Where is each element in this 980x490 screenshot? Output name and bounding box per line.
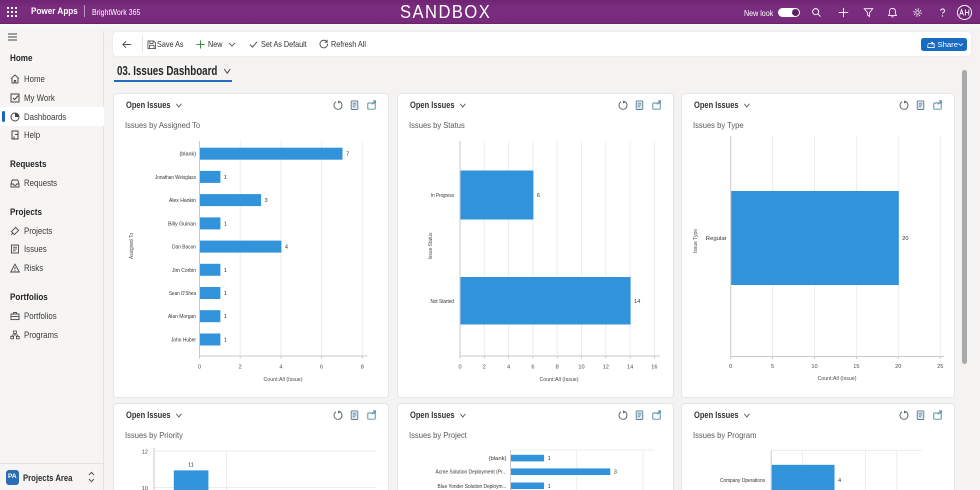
svg-text:0: 0 [458,365,461,371]
svg-text:20: 20 [902,236,908,242]
svg-text:Issue Status: Issue Status [428,232,434,259]
svg-text:In Progress: In Progress [431,193,454,199]
svg-text:10: 10 [811,364,817,370]
svg-text:6: 6 [531,365,534,371]
svg-text:1: 1 [548,456,551,462]
svg-text:(blank): (blank) [180,152,197,158]
svg-text:6: 6 [320,365,323,371]
svg-text:Regular: Regular [706,236,727,242]
svg-text:Acme Solution Deployment (Pr..: Acme Solution Deployment (Pr... [436,470,507,476]
svg-text:25: 25 [937,364,943,370]
svg-text:8: 8 [361,365,364,371]
svg-text:Alex Hankin: Alex Hankin [169,198,196,204]
svg-text:1: 1 [224,221,227,227]
svg-text:Assigned To: Assigned To [129,233,135,259]
svg-text:4: 4 [285,245,288,251]
svg-text:Dan Bacon: Dan Bacon [172,245,196,251]
svg-text:15: 15 [853,364,859,370]
svg-text:Jim Corbin: Jim Corbin [172,268,196,274]
svg-text:8: 8 [556,365,559,371]
svg-text:Blue Yonder Solution Deploym..: Blue Yonder Solution Deploym... [438,484,507,490]
svg-text:5: 5 [771,364,774,370]
svg-text:Count:All (Issue): Count:All (Issue) [264,377,303,383]
svg-text:3: 3 [614,470,617,476]
svg-text:(blank): (blank) [489,456,507,462]
svg-text:14: 14 [634,299,640,305]
svg-text:1: 1 [224,291,227,297]
svg-text:John Huber: John Huber [171,337,196,343]
svg-text:4: 4 [838,478,841,484]
svg-text:0: 0 [729,364,732,370]
svg-text:0: 0 [198,365,201,371]
svg-text:6: 6 [537,193,540,199]
svg-text:Company Operations: Company Operations [720,478,765,484]
svg-text:2: 2 [483,365,486,371]
svg-text:12: 12 [142,450,148,456]
svg-text:4: 4 [507,365,510,371]
svg-text:7: 7 [346,152,349,158]
svg-text:Jonathan Weisglass: Jonathan Weisglass [155,175,196,181]
svg-text:1: 1 [224,175,227,181]
svg-text:10: 10 [142,486,148,490]
svg-text:Alan Morgan: Alan Morgan [168,314,196,320]
svg-text:12: 12 [603,365,609,371]
svg-text:14: 14 [627,365,633,371]
svg-text:10: 10 [578,365,584,371]
svg-text:Count:All (Issue): Count:All (Issue) [818,376,857,382]
svg-text:Count:All (Issue): Count:All (Issue) [540,377,579,383]
svg-text:16: 16 [651,365,657,371]
svg-text:1: 1 [224,337,227,343]
svg-text:1: 1 [548,484,551,490]
svg-text:Sean O'Shea: Sean O'Shea [169,291,197,297]
svg-text:1: 1 [224,268,227,274]
svg-text:Not Started: Not Started [431,299,455,305]
svg-text:20: 20 [895,364,901,370]
svg-text:Issue Type: Issue Type [693,229,699,253]
svg-text:1: 1 [224,314,227,320]
svg-text:11: 11 [188,463,194,469]
svg-text:Billy Guinan: Billy Guinan [168,221,196,227]
svg-text:4: 4 [279,365,282,371]
svg-text:2: 2 [239,365,242,371]
svg-text:3: 3 [265,198,268,204]
